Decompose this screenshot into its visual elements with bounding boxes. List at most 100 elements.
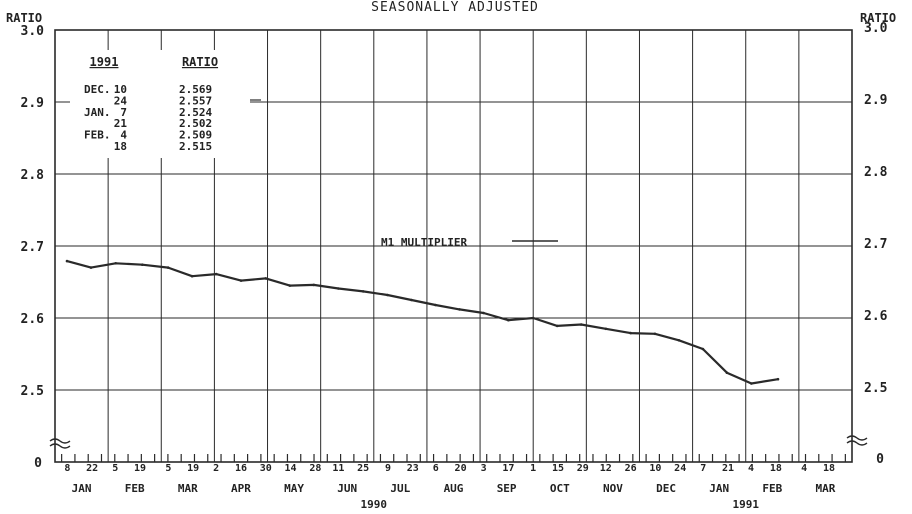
y-tick-label-right: 3.0 bbox=[864, 21, 888, 36]
series-line-m1-multiplier bbox=[66, 260, 779, 385]
series-point bbox=[677, 339, 681, 342]
plot-area: 3.0 3.0 2.9 2.9 2.8 2.8 2.7 2.7 2.6 2.6 2.5 2.5 8 22 J… bbox=[21, 21, 888, 511]
x-month-label: AUG bbox=[444, 482, 464, 495]
x-day-label: 18 bbox=[770, 463, 782, 474]
y-tick-label-right: 2.8 bbox=[864, 165, 888, 180]
x-month-label: NOV bbox=[603, 482, 623, 495]
series-point bbox=[750, 382, 753, 385]
x-day-label: 10 bbox=[649, 463, 661, 474]
series-point bbox=[337, 287, 340, 290]
legend-row-day: 7 bbox=[120, 106, 127, 119]
y-tick-label-right: 2.9 bbox=[864, 93, 887, 108]
y-tick-label-left: 2.6 bbox=[21, 312, 45, 327]
x-day-label: 19 bbox=[187, 463, 199, 474]
x-month-label: APR bbox=[231, 482, 251, 495]
x-day-label: 20 bbox=[455, 463, 467, 474]
x-month-label: MAR bbox=[178, 482, 198, 495]
legend-row-day: 4 bbox=[120, 129, 127, 142]
series-point bbox=[264, 277, 268, 280]
x-month-label: MAY bbox=[284, 482, 304, 495]
legend-row-day: 24 bbox=[114, 94, 128, 107]
legend-header-ratio: RATIO bbox=[182, 55, 218, 69]
series-point bbox=[555, 324, 559, 328]
x-day-label: 30 bbox=[260, 463, 272, 474]
legend-row-ratio: 2.524 bbox=[179, 106, 212, 119]
legend-row-day: 18 bbox=[114, 140, 127, 153]
legend-row-month: JAN. bbox=[84, 106, 111, 119]
zero-label-left: 0 bbox=[34, 456, 42, 471]
x-day-label: 19 bbox=[134, 463, 146, 474]
y-tick-label-right: 2.5 bbox=[864, 381, 887, 396]
legend-row-day: 10 bbox=[114, 83, 127, 96]
x-month-label: OCT bbox=[550, 482, 570, 495]
series-point bbox=[89, 266, 93, 269]
series-point bbox=[507, 318, 510, 322]
series-point bbox=[141, 263, 144, 267]
series-point bbox=[531, 316, 535, 320]
legend-row-day: 21 bbox=[114, 117, 128, 130]
x-day-label: 28 bbox=[309, 463, 321, 474]
x-day-label: 17 bbox=[502, 463, 514, 474]
x-day-label: 9 bbox=[385, 463, 391, 474]
series-point bbox=[65, 259, 69, 263]
series-point bbox=[361, 290, 365, 293]
x-day-label: 1 bbox=[530, 463, 536, 474]
legend-row-month: DEC. bbox=[84, 83, 111, 96]
x-day-label: 25 bbox=[357, 463, 369, 474]
y-tick-label-left: 3.0 bbox=[21, 24, 45, 39]
x-year-label: 1991 bbox=[732, 498, 759, 511]
legend-row-ratio: 2.502 bbox=[179, 117, 212, 130]
legend-row-ratio: 2.509 bbox=[179, 129, 212, 142]
x-day-label: 16 bbox=[235, 463, 247, 474]
series-point bbox=[776, 377, 780, 381]
series-point bbox=[725, 371, 729, 375]
x-day-label: 22 bbox=[86, 463, 98, 474]
x-day-label: 4 bbox=[748, 463, 754, 474]
legend-row-ratio: 2.569 bbox=[179, 83, 212, 96]
x-month-label: JAN bbox=[72, 482, 92, 495]
x-month-label: FEB bbox=[762, 482, 782, 495]
series-point bbox=[114, 262, 117, 265]
chart-title: SEASONALLY ADJUSTED bbox=[371, 0, 539, 15]
series-point bbox=[653, 332, 657, 336]
series-point bbox=[604, 327, 608, 331]
y-tick-label-right: 2.6 bbox=[864, 309, 888, 324]
series-point bbox=[166, 266, 170, 269]
y-tick-label-left: 2.8 bbox=[21, 168, 45, 183]
right-axis-label: RATIO bbox=[860, 11, 896, 25]
series-point bbox=[190, 274, 194, 278]
x-day-label: 26 bbox=[625, 463, 637, 474]
x-day-label: 29 bbox=[577, 463, 589, 474]
x-day-label: 7 bbox=[700, 463, 706, 474]
x-day-label: 4 bbox=[801, 463, 807, 474]
zero-label-right: 0 bbox=[876, 452, 884, 467]
x-day-label: 15 bbox=[552, 463, 564, 474]
legend-row-ratio: 2.515 bbox=[179, 140, 212, 153]
legend-row-ratio: 2.557 bbox=[179, 94, 212, 107]
x-day-label: 18 bbox=[823, 463, 835, 474]
series-point bbox=[312, 283, 316, 287]
series-point bbox=[288, 284, 292, 287]
y-tick-label-left: 2.7 bbox=[21, 240, 44, 255]
x-day-label: 21 bbox=[722, 463, 734, 474]
series-point bbox=[701, 347, 705, 351]
x-day-label: 3 bbox=[481, 463, 487, 474]
x-day-label: 14 bbox=[285, 463, 297, 474]
series-point bbox=[386, 293, 389, 297]
series-point bbox=[410, 298, 413, 302]
x-day-label: 11 bbox=[332, 463, 344, 474]
y-tick-label-right: 2.7 bbox=[864, 237, 887, 252]
legend-header-year: 1991 bbox=[90, 55, 119, 69]
axis-break-left bbox=[49, 438, 71, 449]
x-day-label: 23 bbox=[407, 463, 419, 474]
series-point bbox=[629, 331, 632, 335]
x-year-label: 1990 bbox=[361, 498, 388, 511]
x-month-label: JUL bbox=[390, 482, 410, 495]
y-tick-label-left: 2.9 bbox=[21, 96, 44, 111]
legend-box bbox=[70, 50, 250, 158]
x-month-label: MAR bbox=[815, 482, 835, 495]
x-day-label: 5 bbox=[112, 463, 118, 474]
x-day-label: 5 bbox=[165, 463, 171, 474]
left-axis-label: RATIO bbox=[6, 11, 42, 25]
